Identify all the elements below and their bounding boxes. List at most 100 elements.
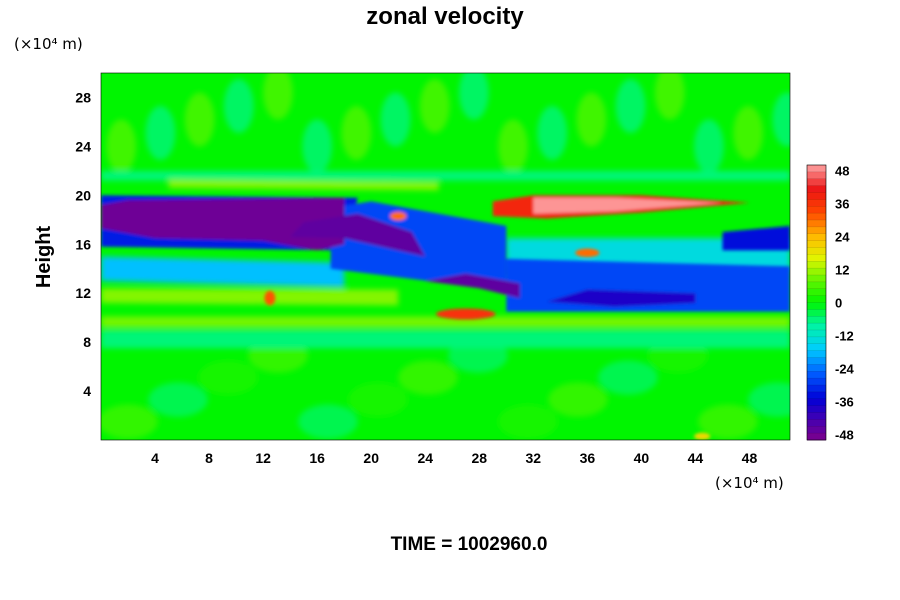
yellow-spot-bottom bbox=[694, 432, 711, 440]
y-axis-unit: (×10⁴ m) bbox=[14, 35, 83, 53]
colorbar-tick-label: 24 bbox=[835, 230, 850, 245]
upper-field-cell bbox=[615, 79, 646, 133]
colorbar-segment bbox=[807, 275, 826, 283]
colorbar-segment bbox=[807, 343, 826, 352]
upper-field-cell bbox=[419, 79, 450, 133]
blue-jet-right-tip bbox=[722, 225, 790, 251]
red-spot-low bbox=[436, 308, 496, 320]
x-axis-unit: (×10⁴ m) bbox=[715, 474, 784, 492]
upper-field-cell bbox=[184, 92, 215, 147]
x-tick-label: 4 bbox=[151, 450, 159, 466]
lower-field-cell bbox=[548, 382, 608, 417]
x-tick-label: 20 bbox=[363, 450, 379, 466]
lower-field-cell bbox=[101, 404, 158, 439]
upper-field-cell bbox=[106, 119, 137, 174]
colorbar-tick-label: -36 bbox=[835, 395, 854, 410]
colorbar-segment bbox=[807, 412, 826, 420]
colorbar-segment bbox=[807, 316, 826, 324]
colorbar-tick-label: 12 bbox=[835, 263, 849, 278]
lower-field-cell bbox=[298, 404, 358, 439]
upper-yellow-band bbox=[168, 179, 439, 191]
x-tick-label: 16 bbox=[309, 450, 325, 466]
lower-field-cell bbox=[348, 382, 408, 417]
colorbar-frame bbox=[806, 164, 827, 441]
colorbar-segment bbox=[807, 247, 826, 255]
upper-band bbox=[101, 170, 790, 181]
purple-jet-core-mid bbox=[290, 213, 426, 257]
lower-field-cell bbox=[698, 404, 758, 439]
y-tick-label: 16 bbox=[75, 236, 91, 252]
colorbar-segment bbox=[807, 433, 826, 441]
lower-field-cell bbox=[398, 360, 458, 395]
colorbar-segment bbox=[807, 371, 826, 379]
upper-field-cell bbox=[537, 106, 568, 160]
upper-field-cell bbox=[263, 73, 293, 120]
colorbar-segment bbox=[807, 254, 826, 262]
colorbar-tick-label: -12 bbox=[835, 329, 854, 344]
lower-field-cell bbox=[498, 404, 558, 439]
colorbar-segment bbox=[807, 199, 826, 207]
colorbar-segment bbox=[807, 171, 826, 180]
purple-jet-core-left bbox=[101, 197, 345, 251]
plot-frame bbox=[100, 72, 791, 441]
x-tick-label: 8 bbox=[205, 450, 213, 466]
upper-field-cell bbox=[341, 106, 372, 160]
smooth-field-layer bbox=[101, 73, 790, 439]
colorbar-segment bbox=[807, 330, 826, 338]
colorbar-segment bbox=[807, 220, 826, 228]
colorbar-segment bbox=[807, 378, 826, 386]
x-tick-label: 24 bbox=[417, 450, 433, 466]
lower-cyan-band bbox=[101, 329, 790, 349]
y-axis-label: Height bbox=[33, 226, 55, 289]
y-tick-label: 12 bbox=[75, 285, 91, 301]
colorbar-segment bbox=[807, 240, 826, 248]
upper-field-cell bbox=[459, 73, 489, 120]
colorbar-segment bbox=[807, 357, 826, 365]
lower-yellow-band bbox=[101, 316, 790, 328]
colorbar-segment bbox=[807, 323, 826, 331]
lower-field-cell bbox=[748, 382, 790, 417]
colorbar-segment bbox=[807, 391, 826, 400]
pink-jet-core bbox=[533, 197, 723, 214]
colorbar-segment bbox=[807, 426, 826, 434]
upper-field-cell bbox=[302, 119, 333, 174]
colorbar-ticks: 48 36 24 12 0 -12 -24 -36 -48 bbox=[835, 164, 855, 443]
upper-field-cell bbox=[772, 92, 790, 147]
colorbar-tick-label: 48 bbox=[835, 164, 849, 179]
upper-field-cell bbox=[654, 73, 685, 120]
jet-layer bbox=[101, 195, 790, 440]
x-tick-label: 40 bbox=[634, 450, 650, 466]
colorbar-tick-label: -48 bbox=[835, 428, 854, 443]
y-tick-label: 20 bbox=[75, 187, 91, 203]
orange-spot-upper bbox=[390, 211, 407, 221]
colorbar-segment bbox=[807, 288, 826, 297]
colorbar-segment bbox=[807, 178, 826, 187]
colorbar-segment bbox=[807, 281, 826, 290]
upper-field-cell bbox=[223, 79, 254, 133]
y-tick-label: 28 bbox=[75, 89, 91, 105]
colorbar-segment bbox=[807, 165, 826, 173]
yellow-region-left bbox=[101, 288, 399, 306]
colorbar-segment bbox=[807, 192, 826, 200]
chart-title: zonal velocity bbox=[366, 3, 524, 30]
y-tick-label: 4 bbox=[83, 383, 91, 399]
heatmap-plot-area bbox=[101, 73, 790, 440]
purple-jet-core-right bbox=[425, 273, 520, 299]
cyan-region-left bbox=[101, 256, 345, 288]
colorbar-segment bbox=[807, 385, 826, 393]
lower-field-cell bbox=[148, 382, 208, 417]
x-tick-label: 12 bbox=[255, 450, 271, 466]
red-spot-mid bbox=[575, 248, 600, 258]
lower-field-cell bbox=[598, 360, 658, 395]
upper-field-cell bbox=[498, 119, 528, 174]
y-tick-label: 8 bbox=[83, 334, 91, 350]
upper-field-cell bbox=[576, 92, 607, 147]
colorbar-segment bbox=[807, 350, 826, 358]
colorbar-segment bbox=[807, 309, 826, 317]
colorbar-segment bbox=[807, 226, 826, 235]
colorbar-segment bbox=[807, 419, 826, 427]
x-tick-label: 28 bbox=[471, 450, 487, 466]
colorbar-segment bbox=[807, 185, 826, 193]
colorbar-segment bbox=[807, 213, 826, 221]
